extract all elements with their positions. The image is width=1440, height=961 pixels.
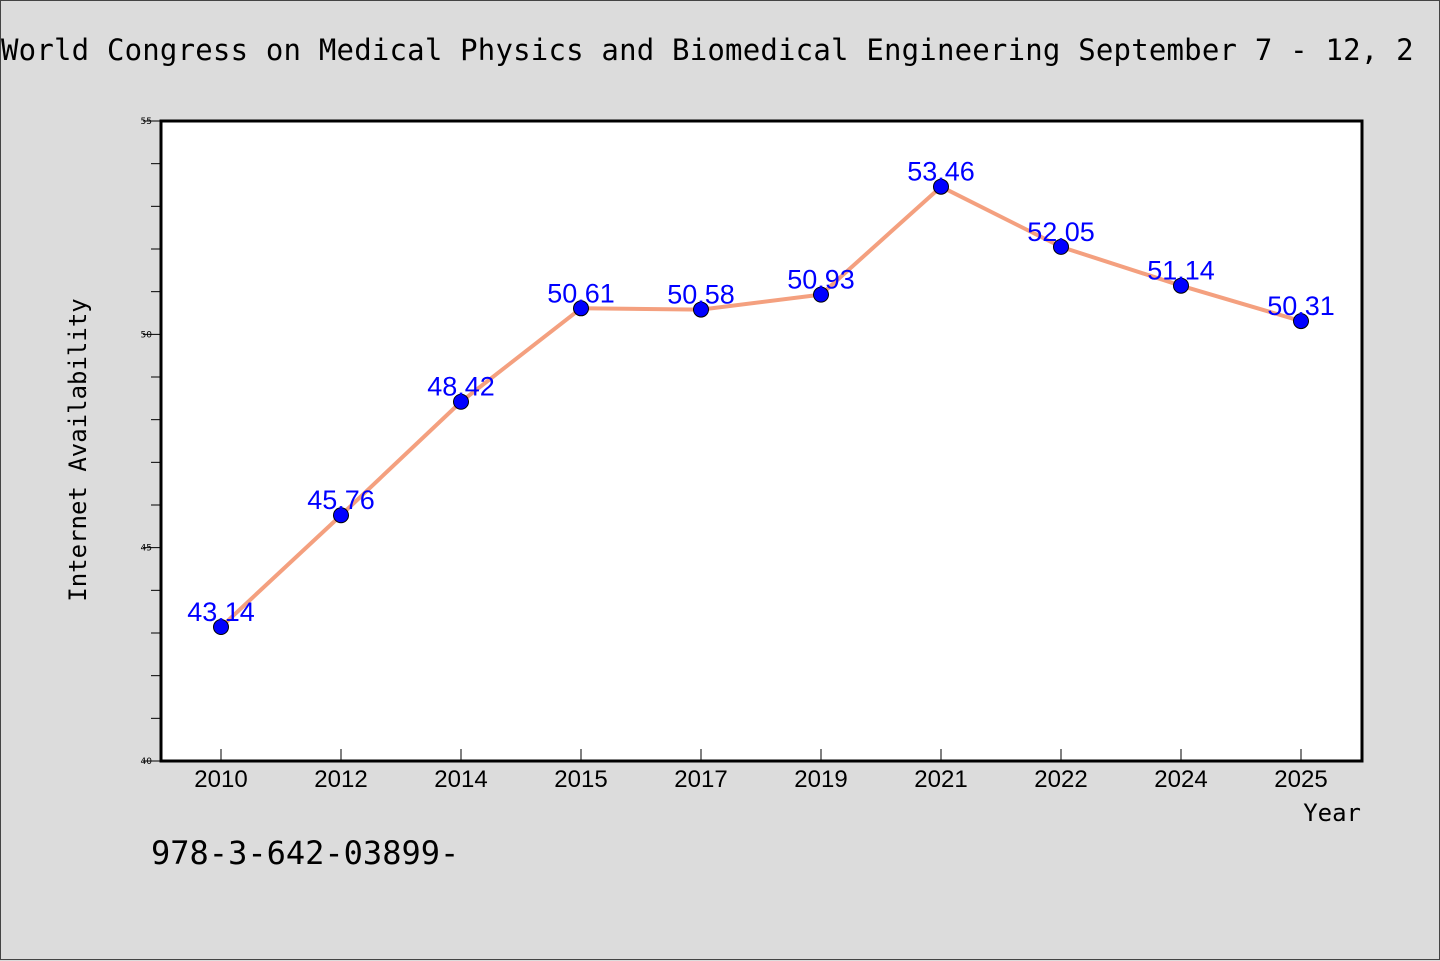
data-label: 48.42 [427, 372, 495, 402]
data-label: 51.14 [1147, 256, 1215, 286]
series-line [219, 184, 1303, 630]
data-point-marker [213, 619, 229, 636]
data-point-marker [1173, 277, 1189, 294]
x-tick-label: 2025 [1274, 766, 1327, 793]
y-axis-label: Internet Availability [64, 298, 92, 601]
data-label: 50.93 [787, 265, 855, 295]
data-label: 43.14 [187, 597, 255, 627]
x-tick-label: 2010 [194, 766, 247, 793]
data-point-marker [693, 301, 709, 318]
y-tick-label: 45 [141, 544, 152, 554]
y-tick-label: 40 [141, 757, 153, 767]
x-tick-label: 2014 [434, 766, 487, 793]
x-tick-label: 2019 [794, 766, 847, 793]
x-axis-label: Year [1303, 799, 1361, 827]
y-tick-label: 50 [141, 330, 153, 340]
data-point-marker [813, 286, 829, 303]
data-label: 50.58 [667, 280, 735, 310]
data-label: 53.46 [907, 157, 975, 187]
data-point-marker [573, 300, 589, 317]
x-axis: 2010 2012 2014 2015 2017 2019 2021 2022 2024 2025 [194, 749, 1328, 793]
series-markers-group [213, 178, 1309, 636]
x-tick-label: 2021 [914, 766, 967, 793]
series-line-group [219, 184, 1303, 630]
data-label: 50.31 [1267, 291, 1335, 321]
data-label: 45.76 [307, 485, 375, 515]
x-tick-label: 2017 [674, 766, 727, 793]
data-label: 52.05 [1027, 217, 1095, 247]
chart-title: World Congress on Medical Physics and Bi… [1, 33, 1414, 67]
data-point-marker [1293, 313, 1309, 330]
data-point-marker [1053, 238, 1069, 255]
x-tick-label: 2015 [554, 766, 607, 793]
y-tick-label: 55 [141, 117, 152, 127]
x-tick-label: 2022 [1034, 766, 1087, 793]
x-tick-label: 2024 [1154, 766, 1207, 793]
x-tick-label: 2012 [314, 766, 367, 793]
plot-area [159, 119, 1364, 763]
data-point-marker [933, 178, 949, 195]
data-label: 50.61 [547, 278, 615, 308]
data-labels-group: 43.14 45.76 48.42 50.61 50.58 50.93 53.46 52.05… [187, 157, 1335, 627]
isbn-footnote: 978-3-642-03899- [151, 834, 460, 872]
y-axis: 40 45 50 55 [141, 117, 161, 767]
data-point-marker [453, 393, 469, 410]
data-point-marker [333, 507, 349, 524]
